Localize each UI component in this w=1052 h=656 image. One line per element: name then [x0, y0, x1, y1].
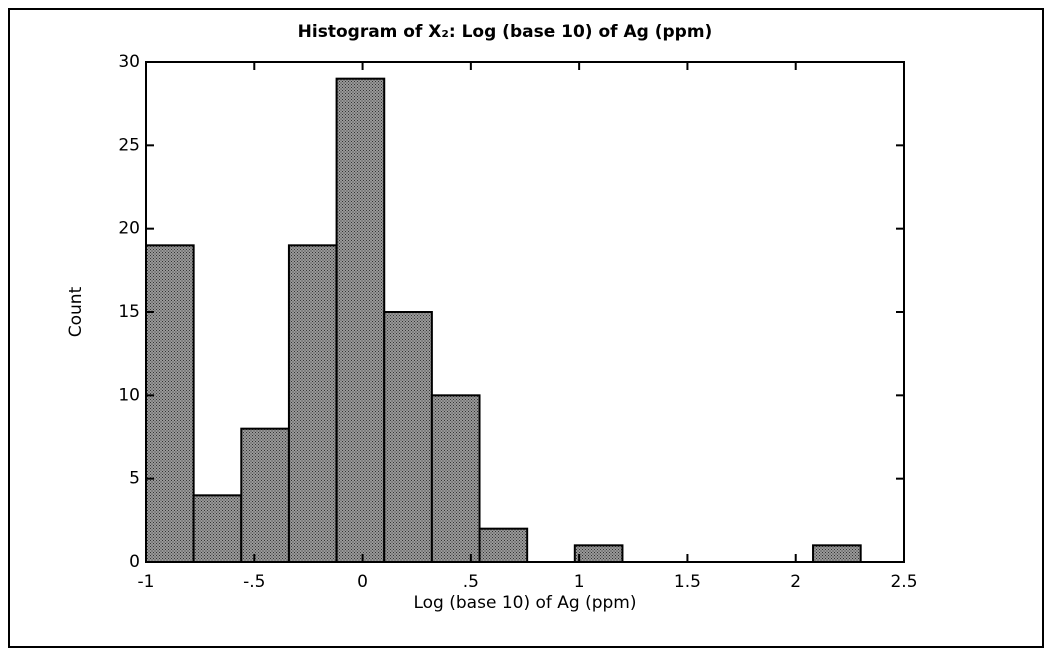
- x-tick-label: -1: [138, 572, 155, 592]
- x-axis-label: Log (base 10) of Ag (ppm): [413, 593, 636, 613]
- chart-title: Histogram of X₂: Log (base 10) of Ag (pp…: [298, 22, 713, 42]
- x-tick-label: 2.5: [890, 572, 917, 592]
- bar: [812, 544, 862, 563]
- bar: [145, 244, 195, 563]
- y-tick-label: 25: [118, 135, 140, 155]
- bar: [192, 494, 243, 564]
- x-tick-label: 1: [574, 572, 585, 592]
- y-tick-label: 5: [129, 469, 140, 489]
- x-tick-label: .5: [463, 572, 479, 592]
- x-tick-label: 2: [790, 572, 801, 592]
- bar: [573, 544, 624, 563]
- bar: [240, 427, 290, 563]
- x-tick-label: 1.5: [674, 572, 701, 592]
- bar: [430, 394, 481, 564]
- bar: [478, 527, 529, 564]
- y-tick-label: 15: [118, 302, 140, 322]
- bar: [335, 77, 386, 564]
- y-axis-label: Count: [66, 286, 86, 337]
- x-tick-label: -.5: [243, 572, 265, 592]
- y-tick-label: 20: [118, 219, 140, 239]
- bar: [383, 311, 433, 563]
- bar: [287, 244, 338, 563]
- y-tick-label: 30: [118, 52, 140, 72]
- y-tick-label: 0: [129, 552, 140, 572]
- x-tick-label: 0: [357, 572, 368, 592]
- y-tick-label: 10: [118, 385, 140, 405]
- frame: [8, 8, 1044, 648]
